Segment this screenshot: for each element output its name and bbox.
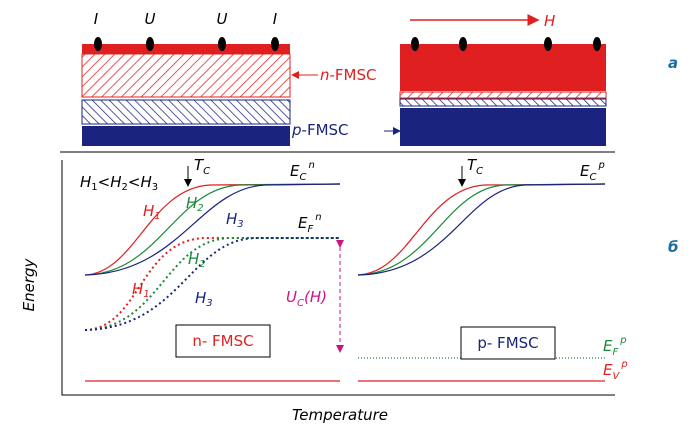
box-label: p- FMSC bbox=[477, 334, 538, 352]
curve-label: H2 bbox=[188, 250, 206, 270]
sup: n bbox=[315, 212, 321, 223]
sup: p bbox=[619, 335, 626, 346]
suffix: -FMSC bbox=[302, 121, 349, 139]
base: H bbox=[195, 289, 206, 307]
sub: 2 bbox=[199, 259, 205, 270]
base: H bbox=[143, 202, 154, 220]
panel-label: б bbox=[668, 238, 678, 256]
curve-label: H3 bbox=[226, 210, 244, 230]
uc-label: UC(H) bbox=[286, 288, 327, 309]
curve-label: H3 bbox=[195, 289, 213, 309]
x-axis-label: Temperature bbox=[292, 406, 388, 424]
sup: n bbox=[308, 160, 314, 171]
suffix: (H) bbox=[304, 288, 327, 306]
separator: < bbox=[98, 173, 111, 191]
sup: p bbox=[620, 359, 627, 370]
base: U bbox=[286, 288, 297, 306]
ec-label: ECn bbox=[290, 160, 315, 183]
ef-label: EFn bbox=[298, 212, 322, 235]
base: H bbox=[186, 194, 197, 212]
tc-label: TC bbox=[467, 156, 483, 177]
sub: F bbox=[307, 224, 313, 235]
field: H bbox=[110, 173, 121, 191]
contact-label: U bbox=[145, 10, 156, 28]
sub: C bbox=[203, 166, 210, 177]
prefix: p bbox=[291, 121, 302, 139]
p-layer-label: p-FMSC bbox=[291, 121, 349, 139]
base: H bbox=[132, 280, 143, 298]
separator: < bbox=[128, 173, 141, 191]
sub: 3 bbox=[237, 219, 243, 230]
ec-label: ECp bbox=[580, 160, 605, 183]
ef-label: EFp bbox=[603, 335, 627, 358]
base: H bbox=[188, 250, 199, 268]
figure: I U U I n-FMSC p-FMSC H a Energy Tempera… bbox=[0, 0, 695, 434]
sub: 3 bbox=[206, 298, 212, 309]
panel-label: a bbox=[668, 54, 678, 72]
box-label: n- FMSC bbox=[192, 332, 253, 350]
contact-label: U bbox=[217, 10, 228, 28]
axes bbox=[62, 160, 615, 395]
contact-label: I bbox=[94, 10, 99, 28]
right-structure bbox=[400, 37, 606, 146]
sub: C bbox=[297, 298, 304, 309]
sub: V bbox=[612, 371, 620, 382]
sub: C bbox=[299, 172, 306, 183]
base: H bbox=[226, 210, 237, 228]
suffix: -FMSC bbox=[330, 66, 377, 84]
curve-label: H1 bbox=[143, 202, 161, 222]
sub: 3 bbox=[152, 182, 158, 193]
sub: C bbox=[589, 172, 596, 183]
prefix: n bbox=[320, 66, 330, 84]
field-order: H1<H2<H3 bbox=[80, 173, 158, 193]
sub: 2 bbox=[197, 203, 203, 214]
sup: p bbox=[597, 160, 604, 171]
field: H bbox=[80, 173, 91, 191]
left-structure bbox=[82, 37, 290, 146]
sub: C bbox=[476, 166, 483, 177]
curve-label: H1 bbox=[132, 280, 150, 300]
sub: F bbox=[612, 347, 618, 358]
curve-label: H2 bbox=[186, 194, 204, 214]
sub: 1 bbox=[143, 289, 149, 300]
tc-label: TC bbox=[194, 156, 210, 177]
n-layer-label: n-FMSC bbox=[320, 66, 377, 84]
y-axis-label: Energy bbox=[20, 257, 38, 311]
sub: 1 bbox=[154, 211, 160, 222]
field-label: H bbox=[544, 12, 555, 30]
field: H bbox=[140, 173, 151, 191]
ev-label: EVp bbox=[603, 359, 628, 382]
contact-label: I bbox=[273, 10, 278, 28]
